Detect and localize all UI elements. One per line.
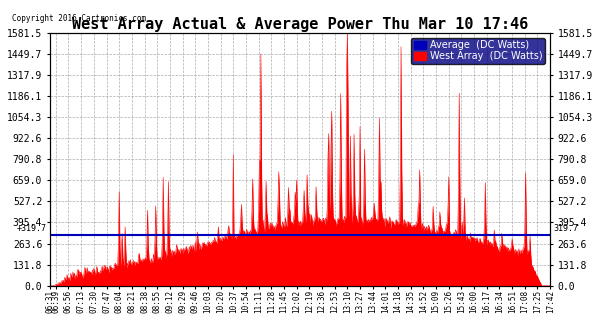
Title: West Array Actual & Average Power Thu Mar 10 17:46: West Array Actual & Average Power Thu Ma… — [72, 17, 528, 32]
Text: 319.7: 319.7 — [553, 224, 578, 233]
Text: Copyright 2016 Cartronics.com: Copyright 2016 Cartronics.com — [12, 14, 146, 23]
Text: +319.7: +319.7 — [17, 224, 47, 233]
Legend: Average  (DC Watts), West Array  (DC Watts): Average (DC Watts), West Array (DC Watts… — [411, 37, 545, 64]
